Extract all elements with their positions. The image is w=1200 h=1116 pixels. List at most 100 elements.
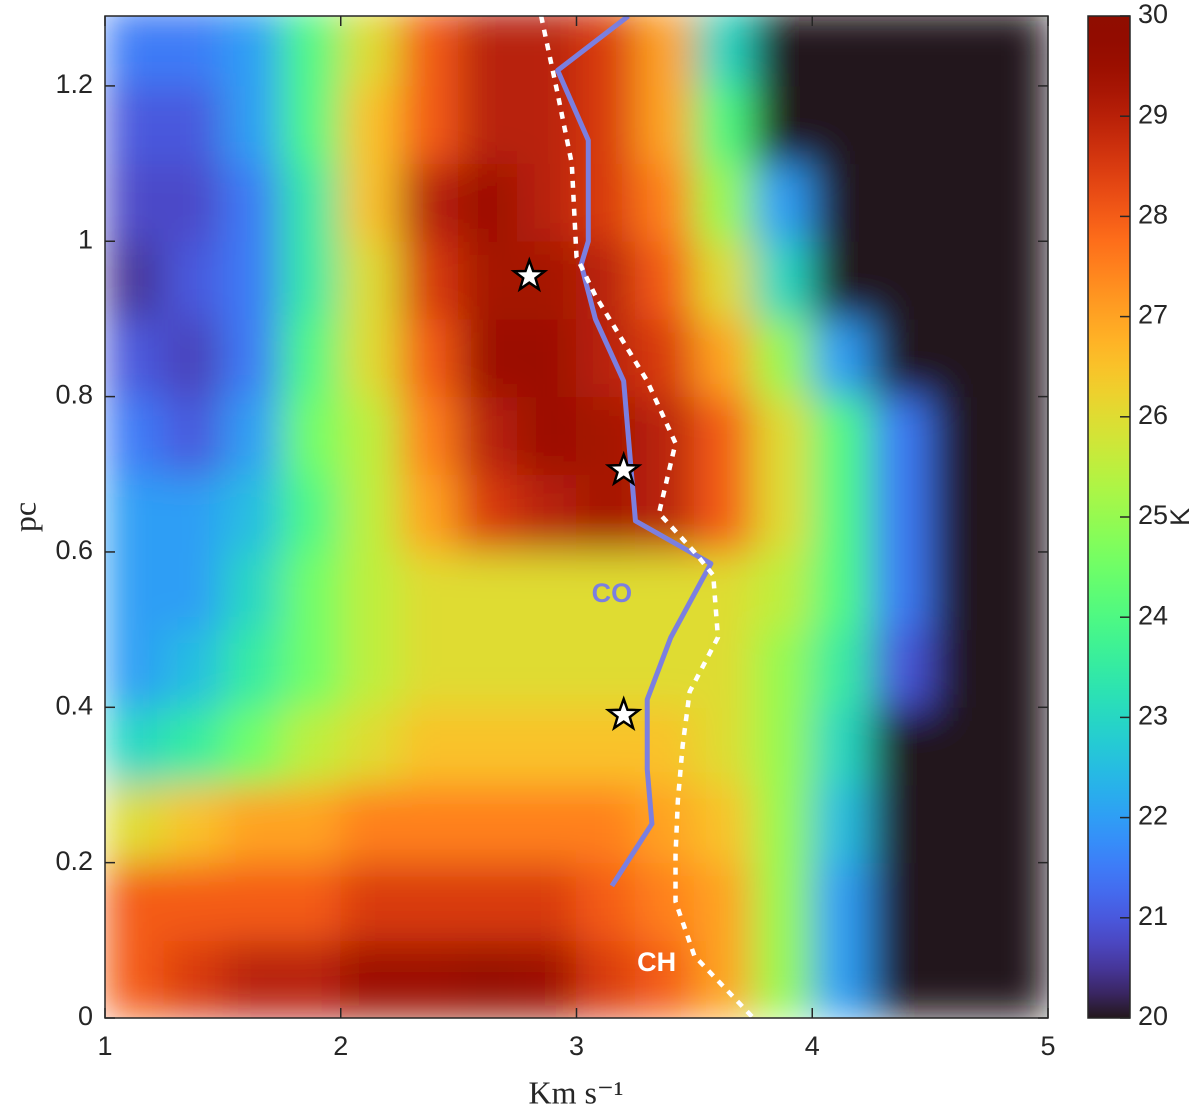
heatmap-cell (340, 939, 401, 1018)
y-tick-label: 0.2 (55, 846, 93, 876)
heatmap-cell (399, 163, 460, 242)
heatmap-cell (988, 163, 1048, 242)
heatmap-cell (576, 551, 636, 631)
colorbar-tick-label: 26 (1138, 400, 1168, 430)
heatmap-cell (163, 318, 224, 398)
heatmap-cell (222, 163, 283, 242)
heatmap-cell (752, 85, 813, 165)
heatmap-cell (281, 396, 342, 475)
heatmap-cell (693, 473, 754, 553)
heatmap-cell (517, 473, 577, 553)
heatmap-cell (163, 551, 224, 631)
heatmap-cell (929, 318, 990, 398)
heatmap-cell (399, 784, 460, 864)
heatmap-cell (281, 862, 342, 941)
colorbar-tick-label: 25 (1138, 500, 1168, 530)
heatmap-cell (517, 318, 577, 398)
heatmap-cell (517, 939, 577, 1018)
heatmap-cell (752, 939, 813, 1018)
heatmap-cell (163, 629, 224, 708)
y-tick-label: 1 (78, 224, 93, 254)
heatmap-cell (693, 706, 754, 786)
heatmap-cell (281, 551, 342, 631)
y-tick-label: 0 (78, 1001, 93, 1031)
annotation: CH (637, 947, 676, 977)
heatmap-cell (517, 629, 577, 708)
heatmap-cell (576, 629, 636, 708)
heatmap-cell (693, 396, 754, 475)
colorbar-tick-label: 20 (1138, 1001, 1168, 1031)
heatmap-cell (458, 240, 519, 320)
heatmap-cell (281, 939, 342, 1018)
heatmap-cell (988, 16, 1048, 87)
x-tick-label: 4 (805, 1031, 820, 1061)
heatmap-cell (634, 240, 695, 320)
annotation: CO (592, 578, 633, 608)
heatmap-cell (458, 318, 519, 398)
heatmap-cell (634, 318, 695, 398)
heatmap-cell (222, 396, 283, 475)
star-marker (604, 450, 643, 487)
heatmap-cell (222, 939, 283, 1018)
heatmap-cell (517, 784, 577, 864)
heatmap-cell (929, 551, 990, 631)
x-axis-label: Km s⁻¹ (529, 1074, 624, 1110)
heatmap-cell (458, 551, 519, 631)
colorbar-tick-label: 30 (1138, 0, 1168, 29)
colorbar-tick-label: 27 (1138, 300, 1168, 330)
heatmap-cell (458, 939, 519, 1018)
heatmap-cell (105, 551, 165, 631)
heatmap-cell (222, 784, 283, 864)
heatmap-cell (811, 473, 872, 553)
heatmap-cell (458, 16, 519, 87)
heatmap-cell (281, 163, 342, 242)
heatmap-cell (870, 784, 931, 864)
heatmap-cell (281, 318, 342, 398)
heatmap-cell (693, 240, 754, 320)
heatmap-cell (752, 629, 813, 708)
heatmap-cell (929, 939, 990, 1018)
heatmap-cell (105, 396, 165, 475)
heatmap-cell (634, 784, 695, 864)
heatmap-cell (988, 240, 1048, 320)
heatmap-cell (811, 85, 872, 165)
heatmap-cell (458, 706, 519, 786)
heatmap-cell (163, 939, 224, 1018)
heatmap-cell (222, 240, 283, 320)
heatmap-cell (105, 318, 165, 398)
heatmap-cell (222, 16, 283, 87)
heatmap-cell (752, 240, 813, 320)
heatmap-cell (634, 862, 695, 941)
heatmap-cell (105, 473, 165, 553)
heatmap-cell (399, 85, 460, 165)
heatmap-cell (634, 551, 695, 631)
heatmap-cell (281, 473, 342, 553)
heatmap-cell (693, 862, 754, 941)
heatmap-cell (576, 318, 636, 398)
heatmap-cell (222, 318, 283, 398)
heatmap-cell (105, 706, 165, 786)
heatmap-cell (458, 396, 519, 475)
heatmap-cell (576, 473, 636, 553)
x-tick-label: 2 (333, 1031, 348, 1061)
heatmap-cell (929, 240, 990, 320)
heatmap-cell (988, 473, 1048, 553)
heatmap-cell (870, 551, 931, 631)
heatmap-cell (693, 163, 754, 242)
heatmap-cell (517, 706, 577, 786)
heatmap-cell (929, 784, 990, 864)
heatmap-cell (811, 240, 872, 320)
heatmap-cell (340, 862, 401, 941)
colorbar-tick-label: 24 (1138, 600, 1168, 630)
heatmap-cell (399, 240, 460, 320)
heatmap-cell (988, 318, 1048, 398)
heatmap-cell (752, 396, 813, 475)
colorbar-tick-label: 21 (1138, 901, 1168, 931)
heatmap-cell (281, 16, 342, 87)
heatmap-cell (576, 784, 636, 864)
heatmap-cell (693, 318, 754, 398)
heatmap-cell (163, 396, 224, 475)
heatmap-cell (222, 629, 283, 708)
heatmap-cell (222, 85, 283, 165)
colorbar-label: K (1165, 508, 1195, 526)
